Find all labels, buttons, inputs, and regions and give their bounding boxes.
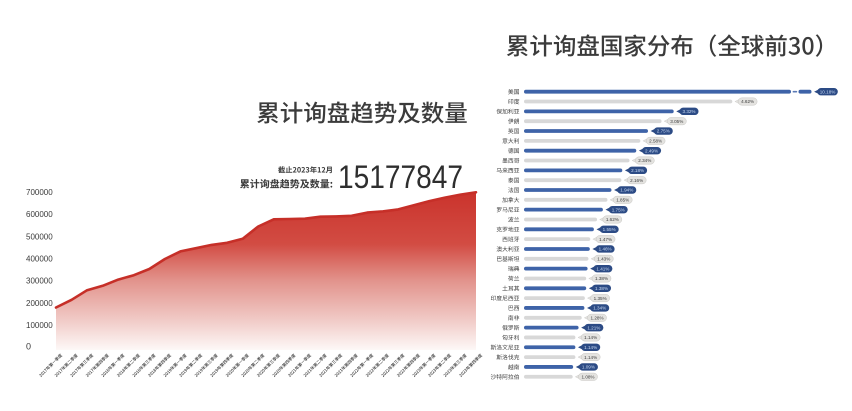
svg-text:1.14%: 1.14% bbox=[584, 345, 597, 350]
svg-text:100000: 100000 bbox=[26, 321, 53, 330]
svg-text:400000: 400000 bbox=[26, 255, 53, 264]
svg-text:1.28%: 1.28% bbox=[591, 315, 604, 320]
svg-text:3.05%: 3.05% bbox=[670, 119, 683, 124]
svg-text:1.08%: 1.08% bbox=[581, 374, 594, 379]
svg-text:2.16%: 2.16% bbox=[630, 178, 643, 183]
svg-text:2.58%: 2.58% bbox=[649, 139, 662, 144]
svg-text:1.38%: 1.38% bbox=[595, 276, 608, 281]
svg-text:1.14%: 1.14% bbox=[584, 335, 597, 340]
svg-text:2.49%: 2.49% bbox=[645, 148, 658, 153]
svg-text:10.18%: 10.18% bbox=[820, 89, 836, 94]
svg-text:200000: 200000 bbox=[26, 299, 53, 308]
svg-text:300000: 300000 bbox=[26, 277, 53, 286]
svg-text:3.32%: 3.32% bbox=[682, 109, 695, 114]
svg-text:1.38%: 1.38% bbox=[595, 286, 608, 291]
svg-text:2.18%: 2.18% bbox=[631, 168, 644, 173]
svg-text:2.75%: 2.75% bbox=[657, 129, 670, 134]
svg-text:1.09%: 1.09% bbox=[582, 365, 595, 370]
svg-text:1.43%: 1.43% bbox=[597, 256, 610, 261]
svg-text:4.62%: 4.62% bbox=[741, 99, 754, 104]
svg-text:2.34%: 2.34% bbox=[638, 158, 651, 163]
svg-text:1.34%: 1.34% bbox=[593, 306, 606, 311]
svg-text:1.75%: 1.75% bbox=[612, 207, 625, 212]
svg-text:1.46%: 1.46% bbox=[599, 247, 612, 252]
svg-text:1.94%: 1.94% bbox=[620, 188, 633, 193]
svg-text:15177847: 15177847 bbox=[338, 159, 463, 195]
svg-text:1.21%: 1.21% bbox=[587, 325, 600, 330]
svg-text:0: 0 bbox=[26, 342, 31, 352]
svg-text:700000: 700000 bbox=[26, 188, 53, 197]
svg-text:500000: 500000 bbox=[26, 232, 53, 241]
svg-text:1.14%: 1.14% bbox=[584, 355, 597, 360]
svg-text:600000: 600000 bbox=[26, 210, 53, 219]
svg-text:1.41%: 1.41% bbox=[596, 266, 609, 271]
svg-text:1.35%: 1.35% bbox=[594, 296, 607, 301]
svg-text:1.55%: 1.55% bbox=[603, 227, 616, 232]
svg-text:1.85%: 1.85% bbox=[616, 197, 629, 202]
svg-text:1.47%: 1.47% bbox=[599, 237, 612, 242]
svg-text:1.62%: 1.62% bbox=[606, 217, 619, 222]
